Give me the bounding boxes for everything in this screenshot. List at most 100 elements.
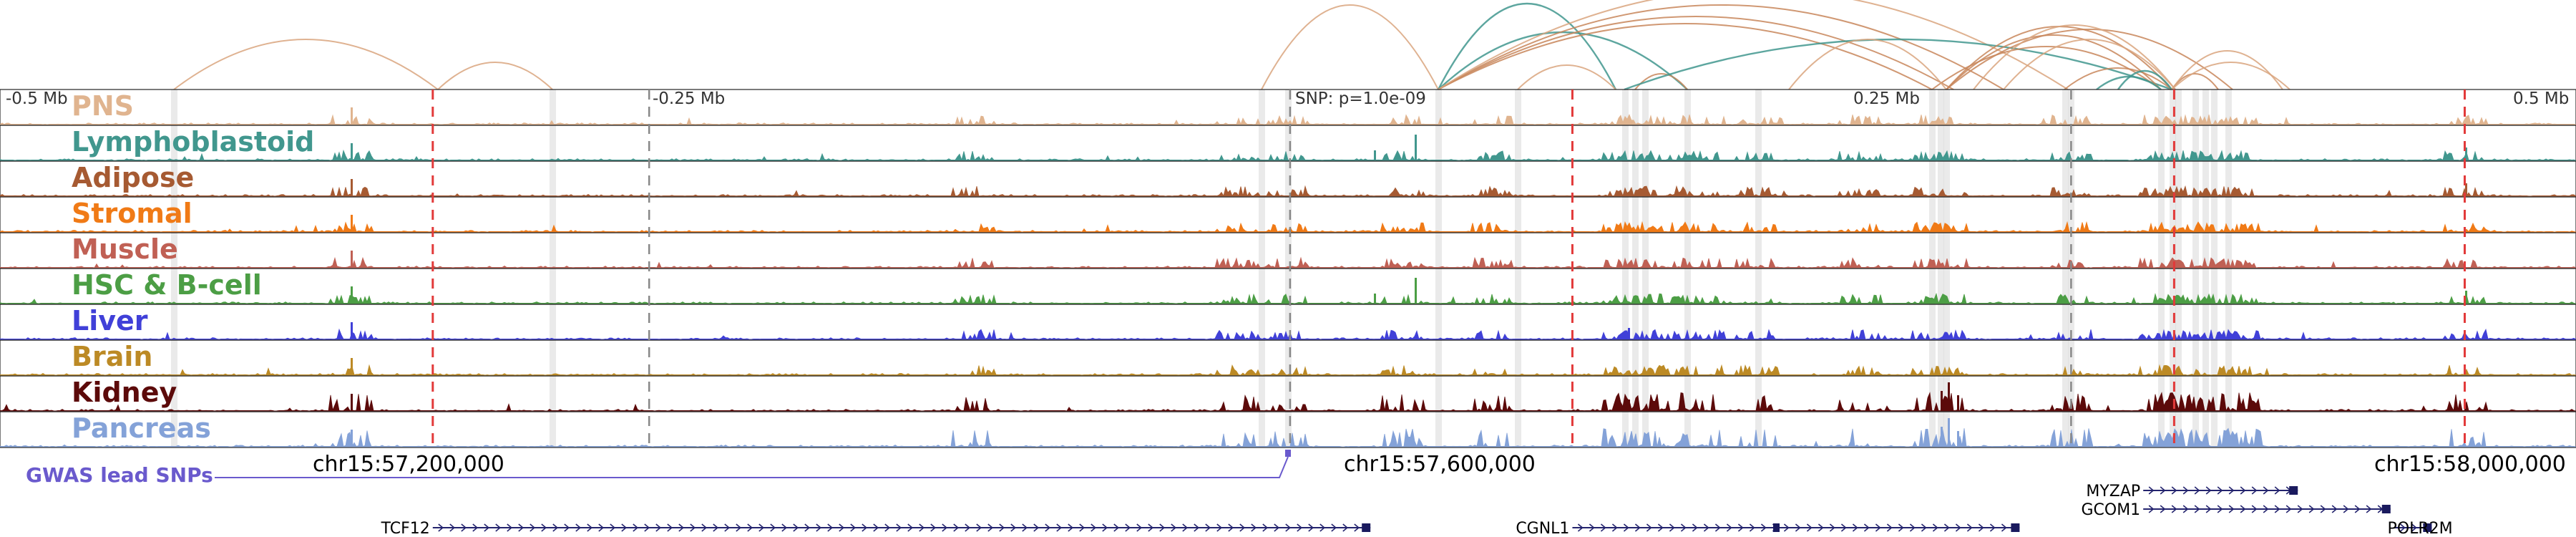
strand-arrow	[1646, 523, 1652, 532]
strand-arrow	[2285, 505, 2292, 513]
gene-label: TCF12	[381, 520, 430, 537]
gene-myzap: MYZAP	[2086, 483, 2298, 500]
strand-arrow	[1319, 523, 1326, 532]
gene-label: MYZAP	[2086, 483, 2140, 500]
axis-label-right-mid: 0.25 Mb	[1853, 90, 1920, 108]
strand-arrow	[1600, 523, 1606, 532]
strand-arrow	[930, 523, 937, 532]
strand-arrow	[2160, 505, 2166, 513]
loop-arc	[1946, 29, 2233, 90]
track-label-8: Kidney	[72, 377, 177, 408]
strand-arrow	[999, 523, 1005, 532]
signal-peak	[2465, 147, 2467, 160]
strand-arrow	[1875, 523, 1881, 532]
signal-2	[0, 185, 2576, 197]
strand-arrow	[678, 523, 685, 532]
loop-arc	[2117, 70, 2172, 90]
strand-arrow	[1840, 523, 1847, 532]
signal-peak	[351, 143, 353, 160]
track-label-6: Liver	[72, 305, 148, 337]
loop-arc	[1438, 16, 1954, 90]
strand-arrow	[1239, 523, 1246, 532]
coordinate-labels: chr15:57,200,000 chr15:57,600,000 chr15:…	[313, 452, 2566, 477]
strand-arrow	[1692, 523, 1698, 532]
strand-arrow	[793, 523, 799, 532]
gene-exon	[2011, 523, 2020, 532]
coord-label-57200000: chr15:57,200,000	[313, 452, 504, 477]
strand-arrow	[1623, 523, 1629, 532]
signal-8	[0, 392, 2576, 412]
loop-arc	[1973, 24, 2176, 90]
signal-0	[0, 114, 2576, 125]
gene-label: CGNL1	[1516, 520, 1569, 537]
loop-arc	[2171, 73, 2219, 90]
strand-arrow	[2274, 486, 2280, 495]
signal-peak	[1628, 400, 1630, 411]
loop-arc	[2171, 50, 2283, 90]
strand-arrow	[1285, 523, 1292, 532]
coord-label-58000000: chr15:58,000,000	[2374, 452, 2566, 477]
chromatin-loops	[173, 0, 2290, 91]
strand-arrow	[2308, 505, 2315, 513]
loop-arc	[1788, 39, 1947, 90]
strand-arrow	[575, 523, 582, 532]
gwas-track: GWAS lead SNPs	[26, 450, 1291, 487]
strand-arrow	[839, 523, 845, 532]
strand-arrow	[1898, 523, 1904, 532]
gene-cgnl1: CGNL1	[1516, 520, 2020, 537]
gene-gcom1: GCOM1	[2081, 501, 2391, 519]
strand-arrow	[1274, 523, 1280, 532]
strand-arrow	[1634, 523, 1641, 532]
strand-arrow	[2194, 505, 2200, 513]
strand-arrow	[1806, 523, 1813, 532]
signal-peak	[1415, 278, 1417, 304]
signal-peak	[1628, 328, 1630, 339]
gwas-snp-marker	[1285, 450, 1291, 457]
strand-arrow	[1966, 523, 1973, 532]
signal-peak	[1374, 150, 1376, 160]
coord-label-57600000: chr15:57,600,000	[1344, 452, 1536, 477]
track-labels: PNS Lymphoblastoid Adipose Stromal Muscle HSC…	[72, 90, 314, 444]
signal-peak	[1941, 391, 1943, 411]
strand-arrow	[1205, 523, 1211, 532]
strand-arrow	[621, 523, 628, 532]
axis-label-left: -0.5 Mb	[6, 90, 68, 108]
strand-arrow	[610, 523, 616, 532]
signal-6	[0, 328, 2576, 341]
strand-arrow	[1749, 523, 1755, 532]
strand-arrow	[530, 523, 536, 532]
signal-9	[0, 427, 2576, 448]
track-label-1: Lymphoblastoid	[72, 126, 314, 158]
strand-arrow	[633, 523, 639, 532]
strand-arrow	[701, 523, 708, 532]
signal-peak	[351, 251, 353, 268]
gene-exon	[1773, 523, 1780, 532]
track-label-9: Pancreas	[72, 412, 211, 444]
gwas-connector	[215, 456, 1289, 478]
strand-arrow	[507, 523, 513, 532]
gene-tcf12: TCF12	[381, 520, 1371, 537]
strand-arrow	[1737, 523, 1744, 532]
strand-arrow	[1714, 523, 1721, 532]
strand-arrow	[1171, 523, 1177, 532]
signal-peak	[2465, 291, 2467, 304]
strand-arrow	[1703, 523, 1709, 532]
strand-arrow	[2297, 505, 2303, 513]
signal-peak	[1948, 382, 1950, 411]
strand-arrow	[896, 523, 902, 532]
strand-arrow	[907, 523, 914, 532]
strand-arrow	[758, 523, 765, 532]
strand-arrow	[2240, 505, 2246, 513]
strand-arrow	[781, 523, 788, 532]
signal-peak	[351, 215, 353, 232]
gene-label: POLR2M	[2388, 520, 2453, 537]
strand-arrow	[2263, 505, 2269, 513]
signal-peak	[1415, 135, 1417, 160]
strand-arrow	[1102, 523, 1108, 532]
track-label-2: Adipose	[72, 162, 194, 193]
strand-arrow	[1136, 523, 1143, 532]
loop-arc	[1517, 64, 1616, 90]
strand-arrow	[1955, 523, 1961, 532]
strand-arrow	[1331, 523, 1337, 532]
gene-exon	[2289, 486, 2298, 495]
